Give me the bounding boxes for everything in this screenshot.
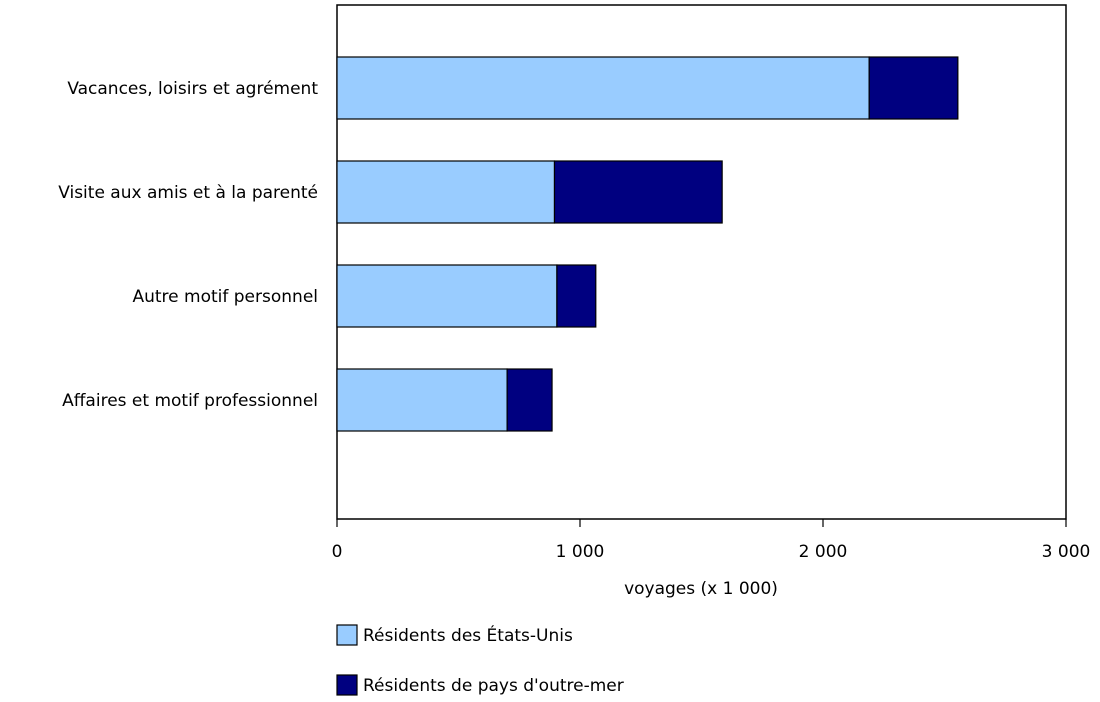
legend-label-us: Résidents des États-Unis [363, 624, 573, 646]
legend-swatch-overseas [336, 674, 358, 696]
bar-us-0 [336, 56, 870, 120]
bar-us-1 [336, 160, 556, 224]
x-tick-label: 3 000 [1042, 542, 1091, 562]
bar-overseas-2 [556, 264, 597, 328]
bar-overseas-1 [553, 160, 723, 224]
x-axis-ticks: 0 1 000 2 000 3 000 [332, 519, 1091, 562]
category-label: Affaires et motif professionnel [62, 391, 318, 411]
category-labels: Vacances, loisirs et agrément Visite aux … [58, 79, 318, 411]
legend: Résidents des États-Unis Résidents de pay… [336, 624, 624, 696]
bar-us-3 [336, 368, 508, 432]
x-tick-label: 2 000 [799, 542, 848, 562]
legend-swatch-us [336, 624, 358, 646]
plot-frame [336, 4, 1067, 520]
bar-overseas-0 [868, 56, 959, 120]
plot-border [336, 4, 1067, 520]
category-label: Autre motif personnel [132, 287, 318, 307]
category-label: Vacances, loisirs et agrément [67, 79, 318, 99]
legend-label-overseas: Résidents de pays d'outre-mer [363, 676, 624, 696]
bars [336, 56, 959, 432]
x-tick-label: 1 000 [556, 542, 605, 562]
category-label: Visite aux amis et à la parenté [58, 183, 318, 203]
x-axis-title: voyages (x 1 000) [624, 579, 778, 599]
x-tick-label: 0 [332, 542, 343, 562]
bar-us-2 [336, 264, 558, 328]
bar-overseas-3 [506, 368, 553, 432]
